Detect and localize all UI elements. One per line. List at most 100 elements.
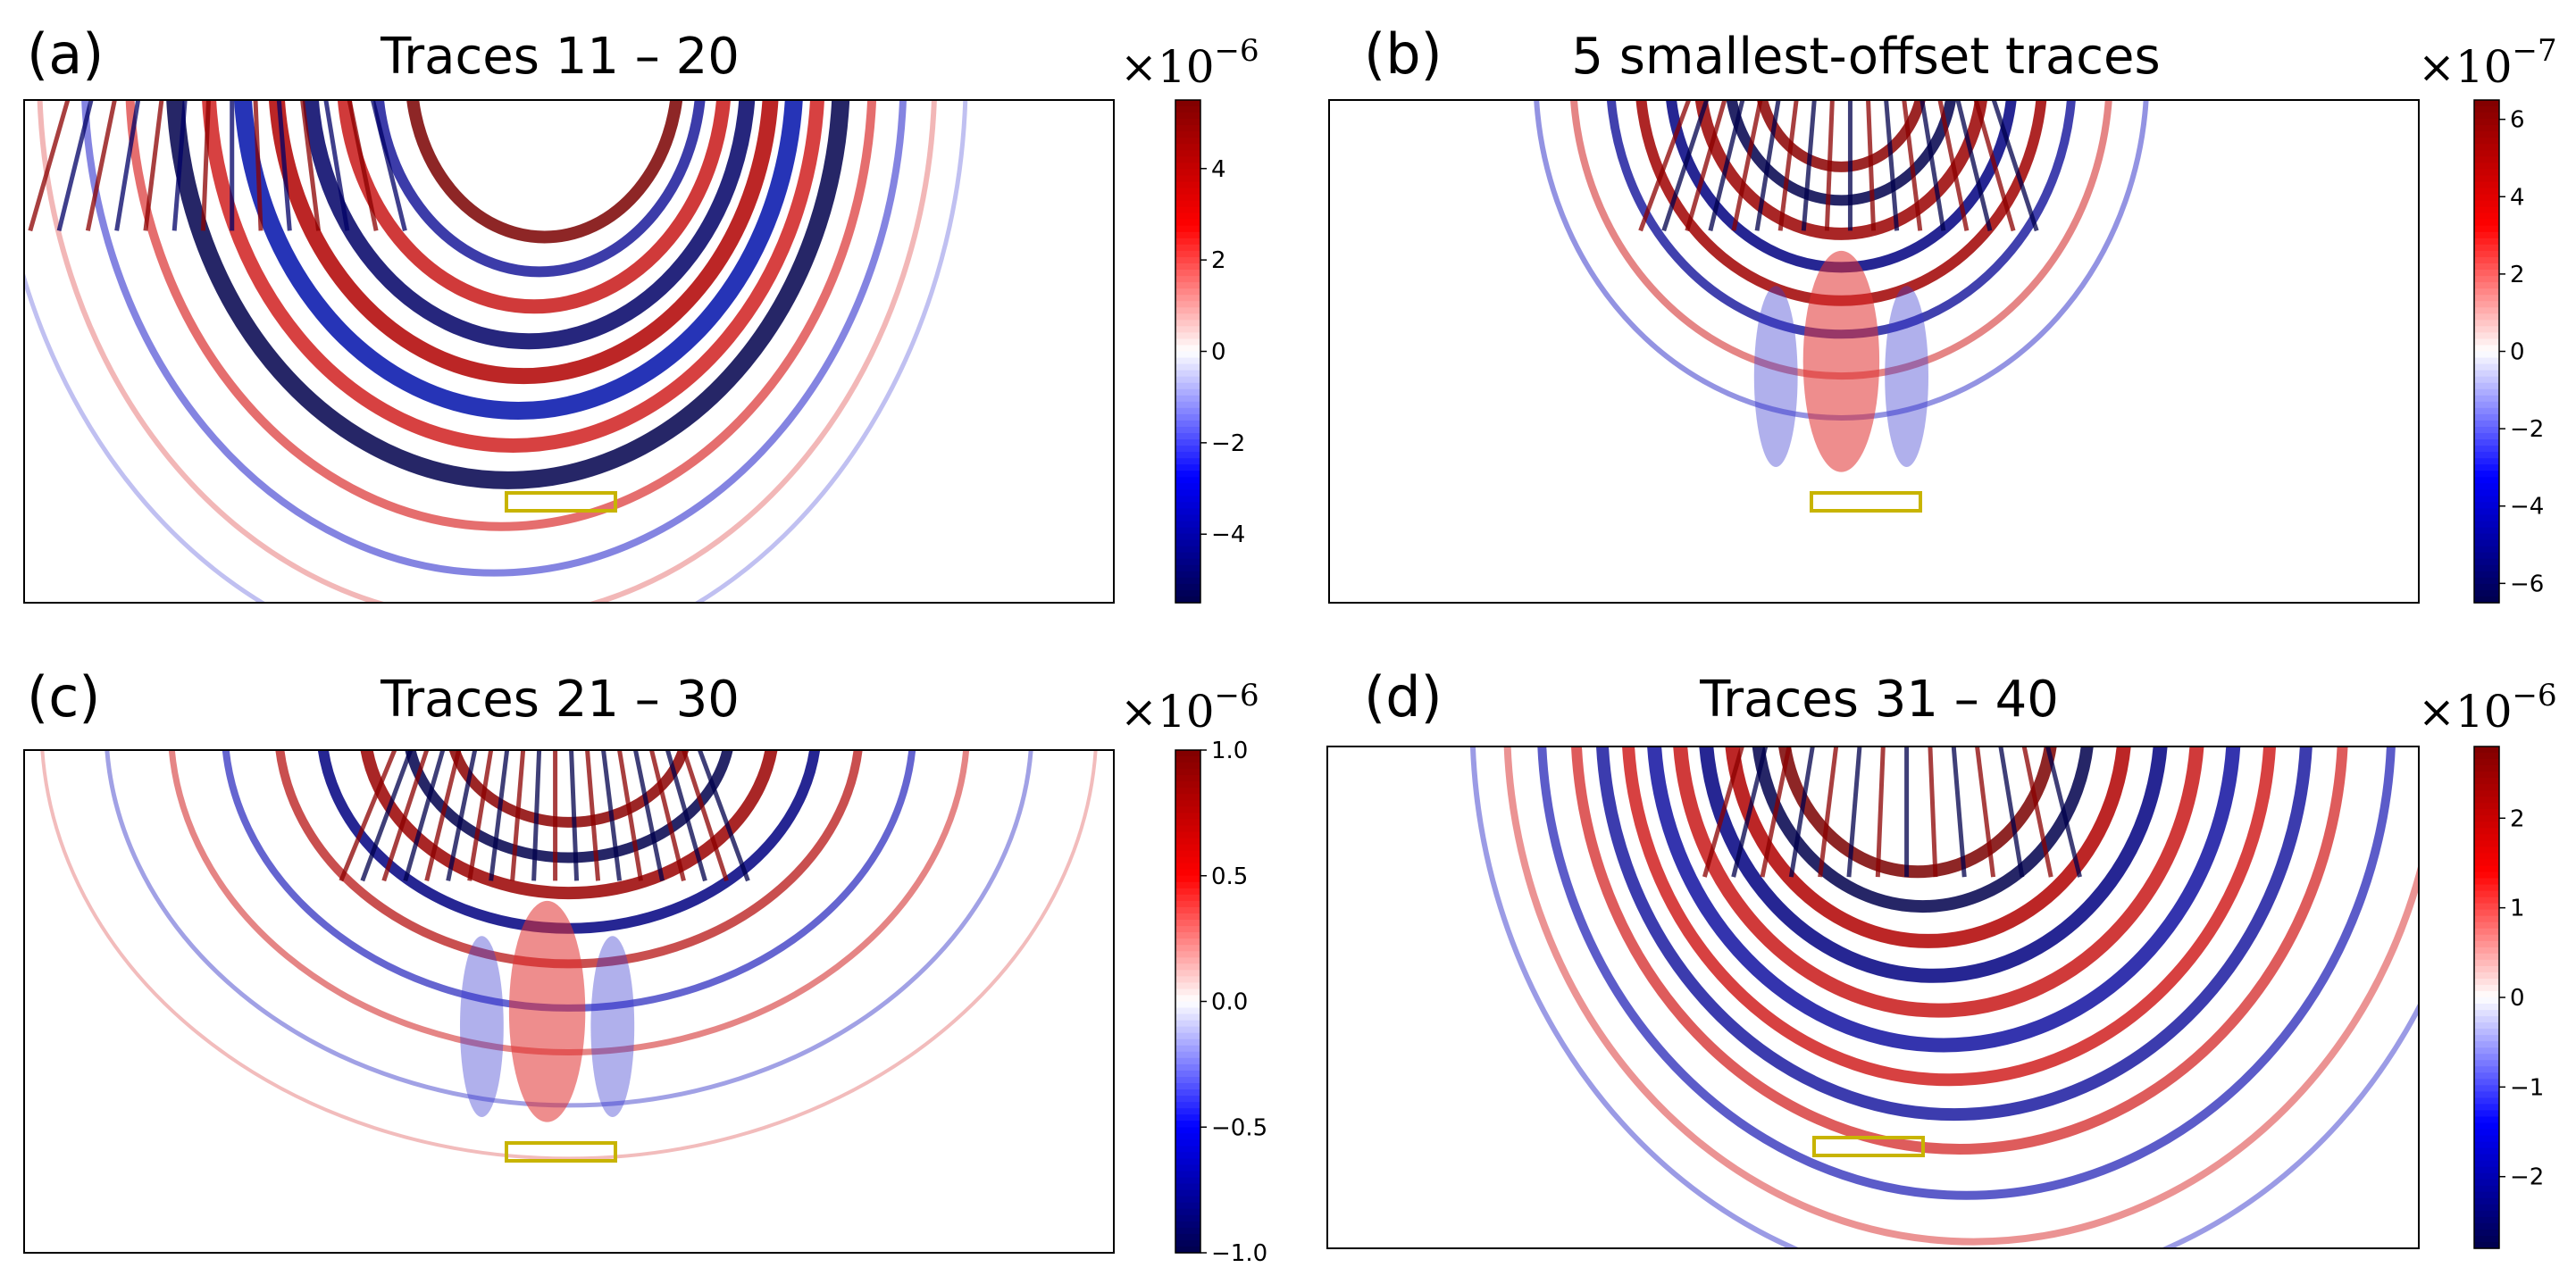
colorbar-segment	[2474, 915, 2499, 923]
wavefront-striation	[1754, 100, 1781, 231]
colorbar-segment	[1175, 181, 1200, 189]
colorbar-segment	[1175, 119, 1200, 126]
colorbar-segment	[2474, 853, 2499, 861]
colorbar-segment	[1175, 995, 1200, 1003]
wavefront-striation	[1951, 746, 1967, 878]
wavefront-striation	[276, 100, 292, 231]
colorbar-segment	[1175, 558, 1200, 566]
wavefront-striation	[682, 750, 729, 882]
wavefront-striation	[85, 100, 117, 231]
wavefront-striation	[1702, 746, 1744, 878]
colorbar-segment	[2474, 382, 2499, 390]
colorbar-segment	[1175, 213, 1200, 221]
colorbar-segment	[2474, 746, 2499, 754]
panel-title: Traces 11 – 20	[380, 28, 740, 86]
wavefront-striation	[253, 100, 263, 231]
target-box	[505, 1141, 617, 1163]
wavefront-striation	[1731, 100, 1763, 231]
colorbar-segment	[2474, 539, 2499, 547]
wavefront-band	[1725, 746, 2131, 948]
colorbar-segment	[1175, 477, 1200, 484]
wavefront-band	[269, 100, 779, 385]
colorbar-segment	[2474, 753, 2499, 760]
colorbar: 1.0 0.5 0.0 −0.5 −1.0	[1175, 738, 1267, 1267]
wavefront-band	[406, 100, 683, 244]
colorbar-segment	[1175, 982, 1200, 990]
colorbar-segment	[2474, 1016, 2499, 1023]
colorbar-segment	[1175, 1089, 1200, 1097]
colorbar-segment	[2474, 1191, 2499, 1199]
colorbar-segment	[1175, 1233, 1200, 1241]
colorbar-segment	[2474, 256, 2499, 264]
wavefront-striation	[171, 100, 188, 231]
wavefront-striation	[698, 750, 750, 882]
colorbar-segment	[1175, 1121, 1200, 1128]
wavefront-striation	[467, 750, 494, 881]
wavefront-striation	[200, 100, 211, 231]
colorbar-segment	[2474, 1004, 2499, 1011]
colorbar-segment	[2474, 313, 2499, 321]
colorbar-segment	[2474, 972, 2499, 980]
wavefront-striation	[143, 100, 164, 231]
colorbar-segment	[1175, 1208, 1200, 1216]
wavefront-band	[202, 100, 824, 453]
wavefront-striation	[601, 750, 623, 881]
colorbar-segment	[2474, 1129, 2499, 1137]
colorbar-tick-label: 2	[1211, 247, 1226, 274]
colorbar-segment	[1175, 888, 1200, 896]
colorbar-segment	[2474, 589, 2499, 597]
colorbar-segment	[1175, 825, 1200, 833]
wavefront-band	[1647, 746, 2241, 1053]
colorbar-segment	[1175, 464, 1200, 471]
wavefront-striation	[1760, 746, 1792, 878]
colorbar-segment	[1175, 156, 1200, 163]
colorbar-segment	[1175, 769, 1200, 776]
colorbar-segment	[1175, 788, 1200, 795]
colorbar-tick-label: −1.0	[1211, 1240, 1267, 1267]
colorbar-segment	[1175, 496, 1200, 503]
colorbar-segment	[2474, 370, 2499, 378]
colorbar-segment	[2474, 1066, 2499, 1073]
wavefront-band	[125, 100, 876, 531]
colorbar-segment	[2474, 1010, 2499, 1017]
colorbar-segment	[2474, 771, 2499, 779]
colorbar-segment	[2474, 1104, 2499, 1112]
colorbar-segment	[1175, 426, 1200, 434]
colorbar-segment	[1175, 288, 1200, 296]
panel-label: (c)	[27, 664, 100, 730]
wavefront-band	[448, 750, 690, 828]
colorbar: 4 2 0 −2 −4	[1175, 99, 1245, 604]
colorbar-tick-label: 0	[2510, 339, 2525, 366]
colorbar-segment	[1175, 301, 1200, 308]
colorbar-segment	[2474, 363, 2499, 371]
wavefront-band	[1752, 746, 2094, 913]
colorbar-segment	[1175, 351, 1200, 359]
colorbar-segment	[1175, 906, 1200, 914]
colorbar-segment	[2474, 231, 2499, 239]
colorbar-segment	[1175, 439, 1200, 446]
wavefront-band	[1699, 746, 2168, 983]
colorbar-segment	[1175, 163, 1200, 171]
panel-svg: (a) Traces 11 – 20 4 2 0 −2 −4 ×10−6	[23, 21, 1259, 604]
colorbar-segment	[1175, 307, 1200, 314]
colorbar-segment	[2474, 1135, 2499, 1143]
panel-label: (a)	[27, 21, 104, 87]
colorbar-segment	[2474, 194, 2499, 202]
panel-title: Traces 31 – 40	[1699, 671, 2059, 729]
colorbar-segment	[1175, 920, 1200, 927]
colorbar-segment	[1175, 1189, 1200, 1197]
colorbar-segment	[1175, 452, 1200, 459]
wavefront-striation	[1875, 746, 1886, 878]
plot-frame	[23, 99, 1115, 604]
colorbar-segment	[1175, 250, 1200, 258]
colorbar-segment	[1175, 1214, 1200, 1222]
colorbar-tick-label: −2	[1211, 430, 1245, 457]
colorbar-segment	[2474, 345, 2499, 353]
colorbar-segment	[1175, 539, 1200, 547]
panel-c: (c) Traces 21 – 30 1.0 0.5 0.0 −0.5 −1.0 ×10…	[0, 638, 1288, 1275]
colorbar-segment	[2474, 514, 2499, 522]
colorbar-segment	[2474, 834, 2499, 841]
colorbar-scale-base: ×10	[1120, 686, 1215, 738]
colorbar-segment	[1175, 458, 1200, 465]
colorbar-segment	[2474, 583, 2499, 591]
